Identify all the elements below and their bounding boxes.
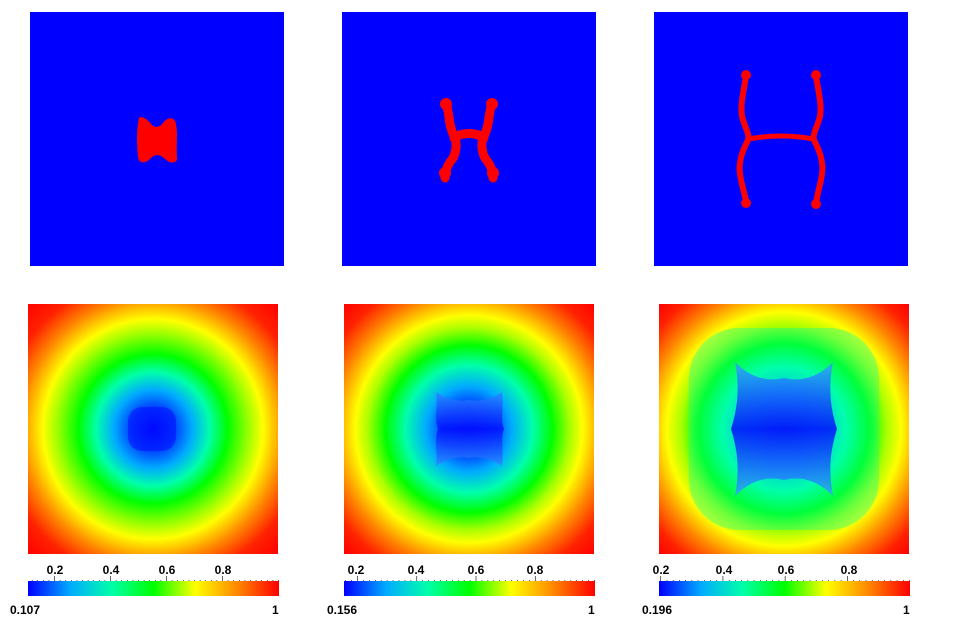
colorbar-2-tick-label-3: 0.6 — [467, 563, 485, 577]
colorbar-3-gradient — [659, 581, 910, 596]
concentration-panel-1 — [28, 304, 278, 554]
colorbar-1-gradient — [28, 581, 279, 596]
concentration-map-3 — [659, 304, 909, 554]
colorbar-3-tick-label-4: 0.8 — [840, 563, 858, 577]
colorbar-3-max-label: 1 — [903, 603, 910, 617]
colorbar-1-tick-label-1: 0.2 — [46, 563, 64, 577]
colorbar-3-tick-label-2: 0.4 — [715, 563, 733, 577]
colorbar-3-tick-label-1: 0.2 — [652, 563, 670, 577]
colorbar-1-tick-label-4: 0.8 — [214, 563, 232, 577]
colorbar-1-max-label: 1 — [272, 603, 279, 617]
inclusion-shape-1 — [137, 117, 178, 163]
colorbar-2-tick-label-1: 0.2 — [347, 563, 365, 577]
concentration-panel-3 — [659, 304, 909, 554]
concentration-panel-2 — [344, 304, 594, 554]
colorbar-2-max-label: 1 — [588, 603, 595, 617]
colorbar-3-min-label: 0.196 — [642, 603, 673, 617]
phase-panel-2 — [342, 12, 596, 266]
inclusion-shape-3 — [736, 70, 826, 209]
inclusion-shape-2 — [439, 98, 499, 183]
colorbar-2-gradient — [344, 581, 595, 596]
phase-panel-3 — [654, 12, 908, 266]
colorbar-2-tick-label-4: 0.8 — [526, 563, 544, 577]
colorbar-2-tick-label-2: 0.4 — [407, 563, 425, 577]
colorbar-1-min-label: 0.107 — [10, 603, 41, 617]
colorbar-1-tick-label-2: 0.4 — [102, 563, 120, 577]
phase-panel-1 — [30, 12, 284, 266]
concentration-map-2 — [344, 304, 594, 554]
colorbar-3-tick-label-3: 0.6 — [777, 563, 795, 577]
colorbar-1-tick-label-3: 0.6 — [158, 563, 176, 577]
colorbar-2-min-label: 0.156 — [327, 603, 358, 617]
concentration-map-1 — [28, 304, 278, 554]
